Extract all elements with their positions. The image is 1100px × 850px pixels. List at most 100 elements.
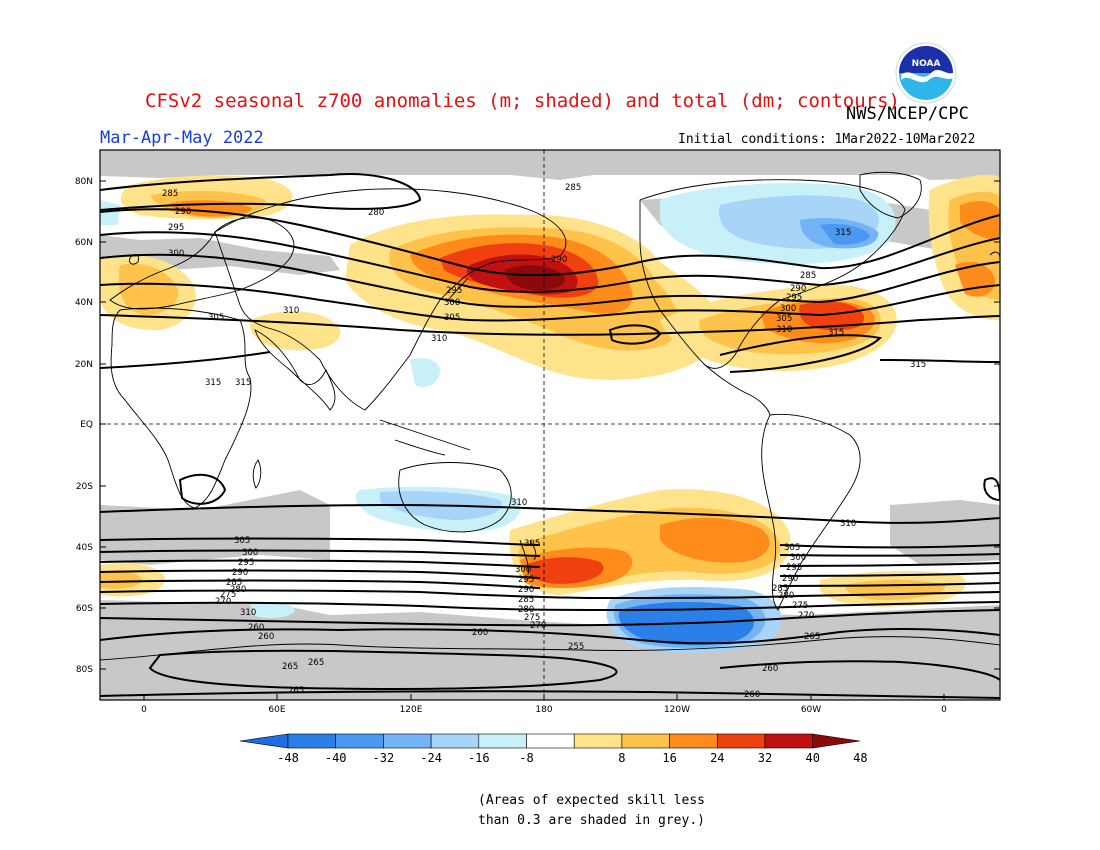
svg-text:300: 300 — [168, 249, 184, 259]
svg-text:270: 270 — [798, 611, 814, 621]
svg-text:285: 285 — [800, 271, 816, 281]
contour-labels: 285 290 295 300 305 310 315 280 285 290 … — [162, 183, 926, 700]
svg-text:295: 295 — [446, 286, 462, 296]
svg-text:310: 310 — [511, 498, 527, 508]
svg-text:310: 310 — [431, 334, 447, 344]
svg-text:290: 290 — [790, 284, 806, 294]
colorbar-box — [383, 733, 432, 749]
anomaly-map: 285 290 295 300 305 310 315 280 285 290 … — [75, 149, 1001, 715]
svg-text:285: 285 — [162, 189, 178, 199]
colorbar-label: 40 — [805, 751, 819, 765]
svg-text:295: 295 — [168, 223, 184, 233]
colorbar-box — [669, 733, 718, 749]
colorbar-label: -8 — [519, 751, 533, 765]
svg-text:80S: 80S — [76, 665, 93, 675]
noaa-logo-text: NOAA — [912, 59, 941, 69]
svg-text:300: 300 — [242, 548, 258, 558]
colorbar-box — [621, 733, 670, 749]
negative-anomaly-shading — [100, 183, 896, 653]
svg-text:285: 285 — [772, 584, 788, 594]
svg-text:285: 285 — [518, 595, 534, 605]
svg-text:305: 305 — [524, 539, 540, 549]
svg-text:270: 270 — [530, 621, 546, 631]
svg-text:260: 260 — [744, 690, 760, 700]
continent-outlines — [100, 171, 1000, 661]
svg-text:310: 310 — [283, 306, 299, 316]
svg-text:310: 310 — [776, 325, 792, 335]
colorbar-box — [335, 733, 384, 749]
svg-text:255: 255 — [568, 642, 584, 652]
height-contours — [100, 173, 1000, 699]
noaa-logo: NOAA — [895, 42, 957, 104]
skill-note: (Areas of expected skill less than 0.3 a… — [478, 791, 705, 831]
colorbar-box — [430, 733, 480, 749]
svg-text:315: 315 — [835, 228, 851, 238]
svg-text:265: 265 — [282, 662, 298, 672]
colorbar-label: 48 — [853, 751, 867, 765]
colorbar-box — [478, 733, 527, 749]
svg-text:280: 280 — [518, 605, 534, 615]
anomaly-arabia — [410, 358, 440, 387]
svg-text:280: 280 — [368, 208, 384, 218]
svg-text:275: 275 — [524, 613, 540, 623]
svg-text:300: 300 — [444, 298, 460, 308]
svg-text:295: 295 — [786, 563, 802, 573]
figure-title: CFSv2 seasonal z700 anomalies (m; shaded… — [145, 90, 900, 112]
svg-text:180: 180 — [535, 705, 552, 715]
svg-text:305: 305 — [784, 543, 800, 553]
season-label: Mar-Apr-May 2022 — [100, 128, 264, 148]
svg-text:300: 300 — [515, 565, 531, 575]
svg-text:290: 290 — [232, 568, 248, 578]
agency-label: NWS/NCEP/CPC — [846, 104, 969, 124]
svg-text:260: 260 — [762, 664, 778, 674]
skill-note-line-2: than 0.3 are shaded in grey.) — [478, 813, 705, 828]
svg-text:60S: 60S — [76, 604, 93, 614]
svg-text:315: 315 — [205, 378, 221, 388]
colorbar-label: -24 — [420, 751, 442, 765]
svg-text:265: 265 — [804, 632, 820, 642]
colorbar-label: 32 — [758, 751, 772, 765]
svg-text:280: 280 — [230, 585, 246, 595]
svg-text:285: 285 — [565, 183, 581, 193]
svg-text:315: 315 — [910, 360, 926, 370]
colorbar: -48 -40 -32 -24 -16 -8 8 16 24 32 40 48 — [239, 733, 868, 765]
reference-lines — [100, 150, 1000, 700]
colorbar-label: -32 — [373, 751, 395, 765]
svg-text:310: 310 — [840, 519, 856, 529]
svg-text:295: 295 — [238, 558, 254, 568]
contour-labels-north: 285 290 295 300 305 310 315 280 285 290 … — [162, 183, 926, 388]
svg-text:295: 295 — [786, 293, 802, 303]
svg-text:285: 285 — [226, 578, 242, 588]
svg-text:315: 315 — [235, 378, 251, 388]
svg-text:120W: 120W — [664, 705, 690, 715]
svg-text:265: 265 — [308, 658, 324, 668]
svg-text:60E: 60E — [268, 705, 285, 715]
svg-text:290: 290 — [518, 585, 534, 595]
svg-text:120E: 120E — [400, 705, 423, 715]
svg-text:295: 295 — [518, 575, 534, 585]
colorbar-arrow-right — [812, 733, 861, 749]
svg-text:EQ: EQ — [80, 420, 93, 430]
svg-text:305: 305 — [208, 313, 224, 323]
svg-text:260: 260 — [472, 628, 488, 638]
initial-conditions-label: Initial conditions: 1Mar2022-10Mar2022 — [678, 132, 976, 147]
svg-text:40S: 40S — [76, 543, 93, 553]
svg-text:20S: 20S — [76, 482, 93, 492]
colorbar-label: 24 — [710, 751, 724, 765]
colorbar-box — [716, 733, 766, 749]
svg-text:305: 305 — [776, 314, 792, 324]
svg-text:290: 290 — [551, 255, 567, 265]
svg-text:20N: 20N — [75, 360, 93, 370]
longitude-axis — [143, 694, 945, 700]
colorbar-boxes — [239, 733, 861, 749]
latitude-axis — [100, 180, 1000, 670]
svg-text:260: 260 — [248, 623, 264, 633]
colorbar-arrow-left — [239, 733, 289, 749]
svg-text:0: 0 — [941, 705, 947, 715]
svg-text:0: 0 — [141, 705, 147, 715]
svg-text:265: 265 — [288, 686, 304, 696]
svg-text:260: 260 — [258, 632, 274, 642]
colorbar-box — [764, 733, 814, 749]
colorbar-label: -16 — [468, 751, 490, 765]
svg-text:305: 305 — [444, 313, 460, 323]
